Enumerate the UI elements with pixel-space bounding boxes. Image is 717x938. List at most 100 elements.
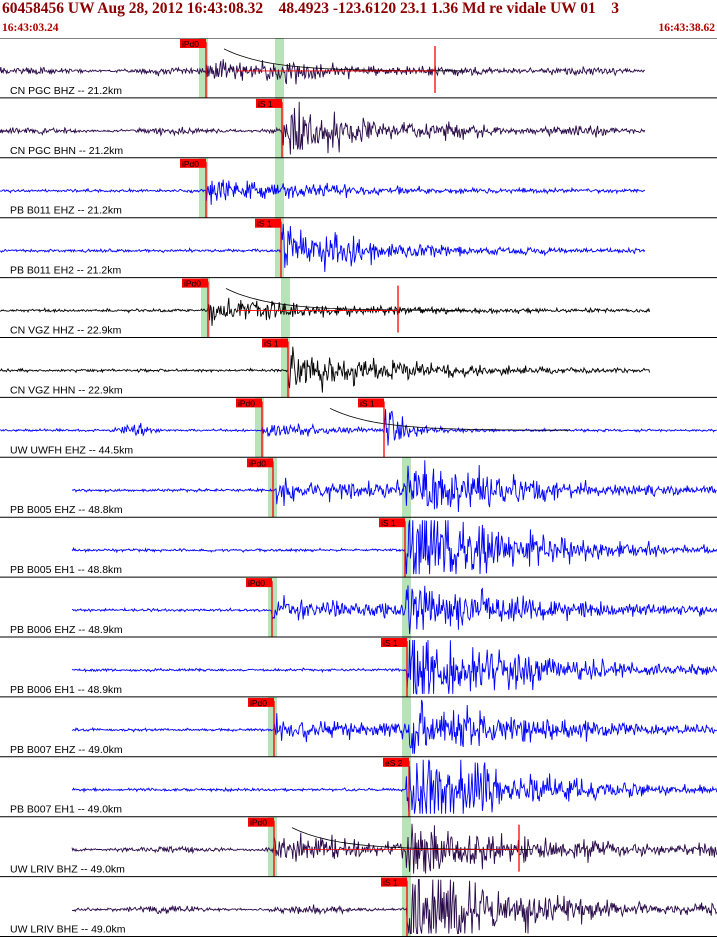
station-label: PB B005 EHZ -- 48.8km (10, 504, 123, 516)
phase-pick-label: iPd0 (248, 578, 265, 588)
phase-pick-label: iS 1 (360, 398, 375, 408)
phase-pick-label: iPd0 (182, 39, 199, 49)
phase-window-band (275, 38, 284, 98)
trace-row[interactable]: iPd0 PB B011 EHZ -- 21.2km (0, 158, 717, 219)
waveform-trace (71, 823, 717, 874)
phase-pick-label-box[interactable] (256, 98, 282, 108)
trace-row[interactable]: iPd0 UW LRIV BHZ -- 49.0km (0, 817, 717, 878)
phase-window-band (402, 816, 411, 877)
phase-pick-label-box[interactable] (182, 278, 208, 288)
phase-pick-label: iS 1 (381, 518, 396, 528)
end-time: 16:43:38.62 (658, 22, 715, 34)
phase-pick-label-box[interactable] (247, 458, 273, 468)
trace-row[interactable]: iPd0 CN VGZ HHZ -- 22.9km (0, 278, 717, 338)
phase-pick-label-box[interactable] (180, 39, 206, 48)
phase-pick-label-box[interactable] (180, 158, 206, 168)
phase-window-band (402, 577, 411, 637)
waveform-trace (72, 585, 717, 635)
station-label: PB B005 EH1 -- 48.8km (10, 564, 122, 576)
phase-pick-label: iS 1 (258, 99, 273, 109)
station-label: UW LRIV BHE -- 49.0km (10, 924, 126, 936)
waveform-trace (71, 699, 717, 754)
waveform-trace (71, 759, 717, 814)
phase-window-band (268, 816, 277, 877)
station-label: CN PGC BHZ -- 21.2km (10, 85, 122, 97)
phase-pick-label: iPd0 (250, 698, 267, 708)
trace-row[interactable]: iS 1 CN PGC BHN -- 21.2km (0, 98, 717, 159)
phase-window-band (281, 337, 290, 398)
phase-window-band (402, 457, 411, 518)
phase-pick-label-box[interactable] (248, 697, 274, 707)
phase-window-band (275, 157, 284, 218)
phase-pick-label: iPd0 (238, 398, 255, 408)
station-label: PB B011 EH2 -- 21.2km (10, 265, 122, 277)
trace-row[interactable]: iS 1 CN VGZ HHN -- 22.9km (0, 338, 717, 398)
phase-pick-label-box[interactable] (262, 338, 288, 348)
waveform-trace (71, 639, 717, 695)
phase-pick-label-box[interactable] (358, 398, 384, 408)
station-label: PB B011 EHZ -- 21.2km (10, 205, 122, 217)
phase-pick-label: iS 1 (383, 878, 398, 888)
trace-row[interactable]: eS 2 PB B007 EH1 -- 49.0km (0, 757, 717, 818)
trace-row[interactable]: iS 1 UW LRIV BHE -- 49.0km (0, 877, 717, 937)
station-label: CN PGC BHN -- 21.2km (10, 145, 123, 157)
phase-window-band (199, 38, 208, 98)
phase-window-band (402, 517, 411, 578)
phase-pick-label: iPd0 (250, 818, 267, 828)
phase-window-band (275, 97, 284, 158)
phase-pick-label-box[interactable] (381, 638, 407, 647)
phase-pick-label: iS 1 (264, 339, 279, 349)
station-label: PB B007 EHZ -- 49.0km (10, 744, 123, 756)
trace-row[interactable]: iPd0 CN PGC BHZ -- 21.2km (0, 39, 717, 99)
waveform-trace (71, 520, 717, 575)
station-label: CN VGZ HHZ -- 22.9km (10, 325, 122, 337)
phase-window-band (255, 397, 264, 458)
trace-row[interactable]: iPd0 PB B005 EHZ -- 48.8km (0, 458, 717, 518)
phase-pick-label: eS 2 (385, 758, 403, 768)
event-header: 60458456 UW Aug 28, 2012 16:43:08.32 48.… (0, 0, 717, 38)
phase-pick-label-box[interactable] (379, 518, 405, 528)
waveform-trace (0, 101, 646, 155)
coda-decay-curve (225, 288, 466, 311)
trace-row[interactable]: iPd0 iS 1 UW UWFH EHZ -- 44.5km (0, 398, 717, 458)
phase-pick-label-box[interactable] (381, 877, 407, 887)
station-label: UW UWFH EHZ -- 44.5km (10, 444, 133, 456)
trace-row[interactable]: iS 1 PB B005 EH1 -- 48.8km (0, 518, 717, 578)
waveform-trace (71, 460, 717, 513)
phase-pick-label-box[interactable] (248, 817, 274, 827)
station-label: CN VGZ HHN -- 22.9km (10, 384, 123, 396)
waveform-trace (71, 879, 717, 934)
phase-window-band (402, 696, 411, 757)
waveform-trace (0, 223, 646, 273)
station-label: UW LRIV BHZ -- 49.0km (10, 864, 125, 876)
phase-pick-label: iPd0 (249, 458, 266, 468)
phase-pick-label: iS 1 (383, 638, 398, 648)
waveform-trace (0, 346, 651, 393)
coda-decay-curve (329, 407, 570, 431)
station-label: PB B006 EH1 -- 48.9km (10, 684, 122, 696)
phase-pick-label-box[interactable] (383, 757, 409, 767)
trace-row[interactable]: iS 1 PB B011 EH2 -- 21.2km (0, 218, 717, 279)
waveform-trace (0, 179, 646, 205)
phase-window-band (201, 277, 210, 338)
phase-pick-label: iPd0 (182, 159, 199, 169)
phase-window-band (199, 157, 208, 218)
waveform-trace (0, 59, 646, 85)
station-label: PB B006 EHZ -- 48.9km (10, 624, 123, 636)
phase-pick-label: iS 1 (257, 219, 272, 229)
waveform-trace (0, 409, 717, 446)
trace-row[interactable]: iPd0 PB B007 EHZ -- 49.0km (0, 697, 717, 758)
coda-decay-curve (223, 48, 464, 72)
phase-window-band (275, 217, 284, 278)
event-title: 60458456 UW Aug 28, 2012 16:43:08.32 48.… (2, 0, 619, 17)
phase-pick-label-box[interactable] (246, 578, 272, 588)
station-label: PB B007 EH1 -- 49.0km (10, 804, 122, 816)
start-time: 16:43:03.24 (2, 22, 59, 34)
waveform-trace (0, 297, 651, 326)
phase-pick-label-box[interactable] (236, 398, 262, 408)
trace-row[interactable]: iPd0 PB B006 EHZ -- 48.9km (0, 578, 717, 638)
phase-pick-label-box[interactable] (255, 218, 281, 228)
trace-row[interactable]: iS 1 PB B006 EH1 -- 48.9km (0, 638, 717, 698)
phase-window-bands (199, 38, 411, 937)
